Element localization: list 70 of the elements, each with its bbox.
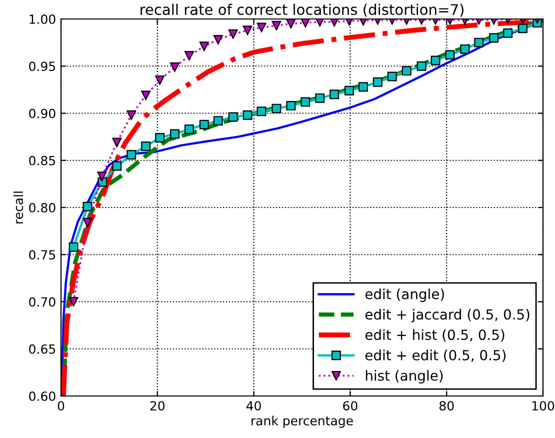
point bbox=[228, 29, 238, 39]
point bbox=[155, 133, 165, 142]
point bbox=[199, 42, 209, 52]
point bbox=[256, 106, 266, 116]
point bbox=[330, 90, 340, 100]
y-tick-label: 0.95 bbox=[29, 62, 56, 72]
point bbox=[503, 28, 513, 38]
x-tick-label: 20 bbox=[150, 401, 165, 411]
x-tick-label: 0 bbox=[58, 401, 64, 411]
point bbox=[141, 142, 151, 151]
point bbox=[402, 66, 412, 76]
point bbox=[155, 76, 165, 85]
point bbox=[112, 138, 122, 148]
y-tick-label: 0.75 bbox=[29, 250, 56, 260]
point bbox=[242, 110, 252, 120]
point bbox=[184, 51, 194, 60]
y-tick-label: 0.85 bbox=[29, 156, 56, 166]
legend-label: hist (angle) bbox=[366, 370, 443, 384]
point bbox=[97, 172, 107, 182]
y-tick-label: 0.60 bbox=[29, 391, 56, 401]
legend-label: edit + edit (0.5, 0.5) bbox=[365, 350, 506, 362]
y-tick-label: 0.70 bbox=[29, 297, 56, 307]
y-tick-label: 0.65 bbox=[29, 344, 56, 354]
point bbox=[460, 44, 470, 54]
point bbox=[358, 82, 368, 92]
point bbox=[126, 150, 136, 160]
x-axis-title: rank percentage bbox=[252, 416, 353, 428]
point bbox=[344, 86, 354, 96]
x-tick-label: 40 bbox=[246, 401, 261, 411]
point bbox=[82, 202, 92, 212]
point bbox=[68, 297, 78, 306]
point bbox=[300, 97, 310, 107]
point bbox=[184, 124, 194, 134]
point bbox=[228, 112, 238, 122]
point bbox=[489, 33, 499, 43]
legend-label: edit (angle) bbox=[365, 288, 444, 302]
point bbox=[213, 116, 223, 126]
point bbox=[315, 93, 325, 103]
point bbox=[242, 26, 252, 36]
point bbox=[141, 90, 151, 100]
point bbox=[445, 50, 455, 60]
point bbox=[256, 22, 266, 32]
legend-label: edit + hist (0.5, 0.5) bbox=[365, 329, 504, 342]
point bbox=[213, 35, 223, 44]
point bbox=[518, 24, 528, 34]
x-tick-label: 80 bbox=[439, 401, 454, 411]
point bbox=[126, 110, 136, 120]
point bbox=[68, 242, 78, 252]
point bbox=[170, 62, 180, 72]
point bbox=[82, 218, 92, 228]
x-tick-label: 100 bbox=[532, 401, 554, 411]
point bbox=[286, 19, 296, 28]
point bbox=[372, 77, 382, 87]
point bbox=[474, 38, 484, 48]
legend-label: edit + jaccard (0.5, 0.5) bbox=[365, 308, 530, 322]
y-tick-label: 1.00 bbox=[30, 14, 56, 24]
point bbox=[430, 56, 440, 66]
x-tick-label: 60 bbox=[343, 401, 358, 411]
y-axis-title: recall bbox=[13, 192, 24, 224]
point bbox=[416, 61, 426, 71]
point bbox=[387, 72, 397, 82]
point bbox=[272, 104, 282, 114]
point bbox=[170, 129, 180, 139]
y-tick-label: 0.90 bbox=[29, 108, 56, 118]
point bbox=[199, 120, 209, 130]
point bbox=[272, 20, 282, 30]
point bbox=[286, 100, 296, 110]
y-tick-label: 0.80 bbox=[29, 202, 56, 212]
point bbox=[112, 161, 122, 171]
chart-title: recall rate of correct locations (distortion=7) bbox=[140, 4, 464, 17]
